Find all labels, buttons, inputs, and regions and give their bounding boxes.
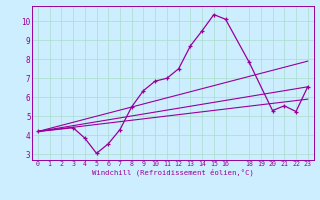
X-axis label: Windchill (Refroidissement éolien,°C): Windchill (Refroidissement éolien,°C) bbox=[92, 169, 254, 176]
